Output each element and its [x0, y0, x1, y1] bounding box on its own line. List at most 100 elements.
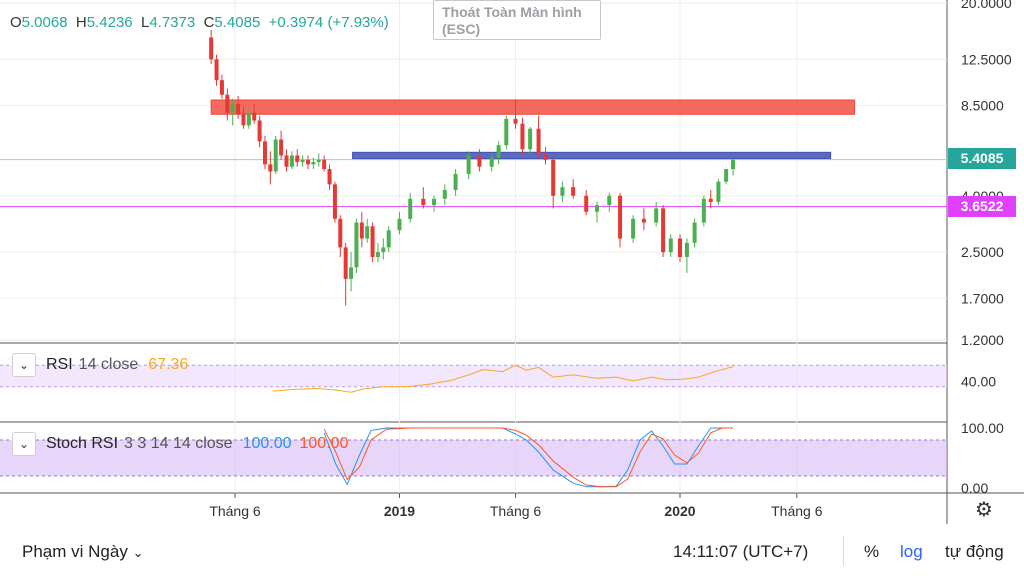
- candle-body: [536, 128, 541, 154]
- candle-body: [543, 153, 548, 160]
- stoch-y-tick-label: 100.00: [961, 420, 1004, 436]
- candle-body: [327, 169, 332, 185]
- stoch-k-value: 100.00: [242, 435, 292, 452]
- candle-body: [257, 120, 262, 142]
- candle-body: [300, 159, 305, 163]
- log-scale-button[interactable]: log: [900, 542, 923, 561]
- candle-body: [279, 139, 284, 156]
- candle-body: [252, 112, 257, 121]
- rsi-value: 67.36: [148, 356, 189, 373]
- candle-body: [338, 218, 343, 248]
- candle-body: [504, 118, 509, 146]
- candle-body: [332, 184, 337, 219]
- candle-body: [311, 162, 316, 165]
- bottom-toolbar: Phạm vi Ngày ⌄ 14:11:07 (UTC+7) % log tự…: [0, 524, 1024, 576]
- y-tick-label: 8.5000: [961, 97, 1004, 113]
- chevron-down-icon: ⌄: [18, 358, 30, 372]
- stoch-d-value: 100.00: [299, 435, 349, 452]
- candle-body: [322, 159, 327, 170]
- level-badge: 3.6522: [948, 196, 1016, 217]
- rsi-band: [0, 365, 947, 387]
- candle-body: [397, 218, 402, 231]
- candle-body: [284, 155, 289, 167]
- candle-body: [214, 59, 219, 81]
- x-tick-label: 2020: [664, 503, 695, 519]
- stoch-legend: ⌄ Stoch RSI 3 3 14 14 close 100.00 100.0…: [12, 430, 348, 458]
- candle-body: [631, 218, 636, 239]
- candle-body: [246, 112, 251, 126]
- rsi-line: [272, 364, 734, 393]
- candle-body: [560, 187, 565, 196]
- candle-body: [359, 222, 364, 239]
- candle-body: [408, 198, 413, 219]
- y-tick-label: 1.2000: [961, 332, 1004, 348]
- candle-body: [678, 238, 682, 257]
- x-tick-label: Tháng 6: [771, 503, 823, 519]
- x-tick-label: Tháng 6: [209, 503, 261, 519]
- settings-gear-icon[interactable]: ⚙: [975, 499, 993, 521]
- candle-body: [381, 247, 386, 253]
- candle-body: [513, 118, 518, 124]
- candle-body: [594, 205, 599, 212]
- y-tick-label: 12.5000: [961, 51, 1012, 67]
- candle-body: [289, 155, 294, 167]
- exit-fullscreen-button[interactable]: Thoát Toàn Màn hình (ESC): [433, 0, 601, 40]
- candle-body: [354, 222, 359, 268]
- candle-body: [349, 267, 354, 279]
- candle-body: [520, 123, 525, 150]
- x-tick-label: Tháng 6: [490, 503, 542, 519]
- rsi-y-tick-label: 40.00: [961, 373, 996, 389]
- stoch-d-line: [323, 427, 733, 488]
- candle-body: [241, 114, 246, 126]
- candle-body: [716, 181, 721, 202]
- candle-body: [268, 164, 273, 172]
- candle-body: [618, 195, 623, 239]
- stoch-collapse-button[interactable]: ⌄: [12, 432, 36, 456]
- candle-body: [692, 222, 697, 243]
- y-tick-label: 2.5000: [961, 244, 1004, 260]
- stoch-k-line: [323, 427, 733, 488]
- candle-body: [466, 155, 471, 174]
- stoch-name: Stoch RSI: [46, 435, 119, 452]
- date-range-button[interactable]: Phạm vi Ngày ⌄: [22, 542, 144, 561]
- candle-body: [551, 159, 556, 196]
- ohlc-change: +0.3974 (+7.93%): [268, 14, 389, 31]
- chevron-down-icon: ⌄: [132, 545, 144, 560]
- candle-body: [453, 173, 458, 190]
- stoch-band: [0, 440, 947, 476]
- candle-body: [343, 247, 348, 279]
- candle-body: [661, 208, 666, 253]
- stoch-params: 3 3 14 14 close: [124, 435, 233, 452]
- candle-body: [386, 230, 391, 248]
- candle-body: [209, 37, 214, 60]
- candle-body: [571, 187, 576, 196]
- ohlc-readout: O5.0068 H5.4236 L4.7373 C5.4085 +0.3974 …: [10, 14, 389, 31]
- auto-scale-button[interactable]: tự động: [945, 542, 1004, 561]
- candle-body: [375, 252, 380, 257]
- resistance-zone: [210, 99, 855, 115]
- y-tick-label: 1.7000: [961, 290, 1004, 306]
- percent-scale-button[interactable]: %: [864, 542, 880, 561]
- last-price-badge: 5.4085: [948, 148, 1016, 169]
- candle-body: [421, 198, 426, 206]
- candle-body: [584, 195, 589, 212]
- candle-body: [219, 80, 224, 95]
- candle-body: [708, 198, 713, 202]
- candle-body: [295, 155, 300, 163]
- rsi-legend: ⌄ RSI 14 close 67.36: [12, 351, 188, 379]
- rsi-name: RSI: [46, 356, 73, 373]
- y-tick-label: 20.0000: [961, 0, 1012, 11]
- stoch-y-tick-label: 0.00: [961, 480, 988, 496]
- candle-body: [365, 226, 370, 239]
- candle-body: [230, 104, 235, 113]
- candle-body: [236, 104, 241, 115]
- candle-body: [641, 218, 646, 223]
- support-zone: [352, 151, 832, 160]
- rsi-collapse-button[interactable]: ⌄: [12, 353, 36, 377]
- candle-body: [654, 208, 659, 223]
- candle-body: [370, 226, 375, 257]
- chevron-down-icon: ⌄: [18, 437, 30, 451]
- candle-body: [701, 198, 706, 223]
- candle-body: [528, 128, 533, 150]
- candle-body: [684, 242, 689, 257]
